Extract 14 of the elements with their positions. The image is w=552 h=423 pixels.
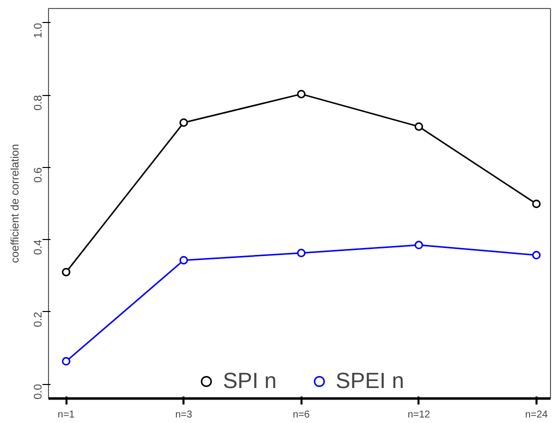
y-tick-label: 0.8	[32, 95, 44, 110]
legend-label: SPEI n	[336, 368, 404, 394]
y-tick-label: 0.6	[32, 167, 44, 183]
x-tick-label: n=6	[292, 410, 310, 420]
legend-label: SPI n	[222, 368, 277, 394]
x-tick-label: n=1	[58, 410, 76, 420]
y-tick-label: 0.2	[32, 312, 44, 328]
y-tick-label: 0.4	[32, 240, 44, 255]
x-tick-label: n=24	[525, 410, 548, 420]
x-tick-label: n=3	[175, 410, 193, 420]
y-tick-label: 1.0	[32, 22, 44, 38]
y-tick-label: 0.0	[32, 384, 44, 400]
y-axis-title: coefficient de correlation	[10, 144, 22, 264]
x-tick-label: n=12	[408, 410, 431, 420]
